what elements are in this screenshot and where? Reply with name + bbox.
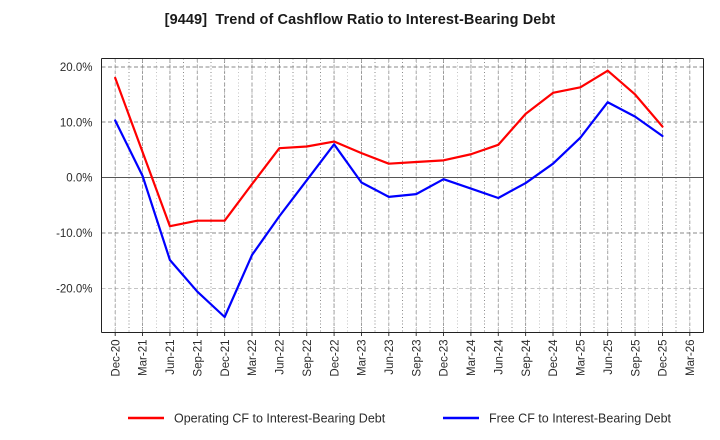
x-tick-label: Jun-21 <box>165 340 177 375</box>
x-tick-label: Sep-25 <box>630 340 642 377</box>
legend-label: Free CF to Interest-Bearing Debt <box>489 412 672 426</box>
x-tick-label: Jun-25 <box>603 340 615 375</box>
y-tick-label: 20.0% <box>60 62 93 74</box>
x-tick-label: Dec-21 <box>220 340 232 377</box>
x-tick-label: Jun-23 <box>384 340 396 375</box>
x-tick-label: Jun-24 <box>494 339 506 375</box>
x-tick-label: Mar-24 <box>466 339 478 376</box>
x-tick-label: Jun-22 <box>275 340 287 375</box>
legend-label: Operating CF to Interest-Bearing Debt <box>174 412 386 426</box>
x-tick-label: Mar-21 <box>138 340 150 376</box>
x-tick-label: Sep-24 <box>521 339 533 377</box>
series-line-operating-cf <box>114 69 664 228</box>
y-tick-label: 10.0% <box>60 117 93 129</box>
x-tick-label: Dec-23 <box>439 340 451 377</box>
axis-layer <box>100 58 704 334</box>
x-axis-tick-labels: Dec-20 Mar-21 Jun-21 Sep-21 Dec-21 Mar-22 Jun-… <box>110 332 697 377</box>
y-tick-label: 0.0% <box>66 173 92 185</box>
y-tick-label: -10.0% <box>56 228 92 240</box>
y-axis-tick-labels: 20.0% 10.0% 0.0% -10.0% -20.0% <box>56 62 92 295</box>
x-tick-label: Mar-22 <box>247 340 259 376</box>
x-tick-label: Sep-21 <box>193 340 205 377</box>
x-tick-label: Sep-22 <box>302 340 314 377</box>
x-tick-label: Mar-23 <box>357 340 369 376</box>
y-tick-label: -20.0% <box>56 283 92 295</box>
x-tick-label: Mar-26 <box>685 340 697 376</box>
x-tick-label: Dec-24 <box>548 339 560 377</box>
series-line-free-cf <box>114 101 664 319</box>
x-tick-label: Dec-20 <box>110 340 122 377</box>
x-tick-label: Dec-25 <box>658 340 670 377</box>
x-tick-label: Sep-23 <box>411 340 423 377</box>
chart-title: [9449] Trend of Cashflow Ratio to Intere… <box>164 12 556 28</box>
chart-legend: Operating CF to Interest-Bearing Debt Fre… <box>128 412 672 426</box>
series-layer <box>114 69 664 319</box>
x-tick-label: Mar-25 <box>576 340 588 376</box>
x-tick-label: Dec-22 <box>329 340 341 377</box>
